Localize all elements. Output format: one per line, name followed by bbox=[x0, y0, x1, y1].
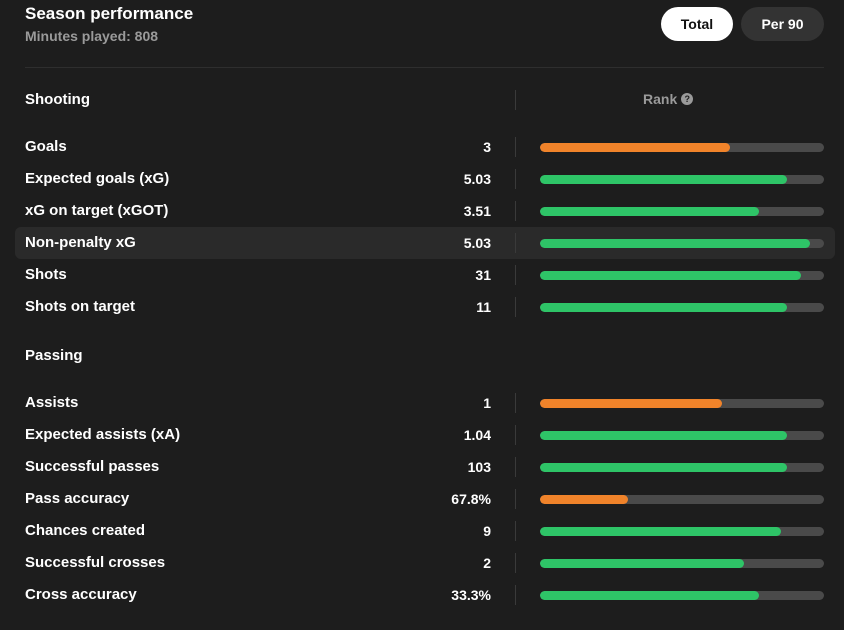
rank-bar bbox=[540, 399, 824, 408]
stat-value: 9 bbox=[483, 523, 491, 539]
stat-row[interactable]: Expected goals (xG) 5.03 bbox=[15, 163, 835, 195]
stat-row[interactable]: Assists 1 bbox=[15, 387, 835, 419]
rank-bar bbox=[540, 495, 824, 504]
stat-row[interactable]: Shots 31 bbox=[15, 259, 835, 291]
rank-bar bbox=[540, 207, 824, 216]
rank-header: Rank ? bbox=[643, 91, 694, 107]
stat-value: 5.03 bbox=[463, 235, 491, 251]
stat-value: 67.8% bbox=[451, 491, 491, 507]
row-divider bbox=[515, 393, 516, 413]
stat-value: 5.03 bbox=[463, 171, 491, 187]
row-divider bbox=[515, 169, 516, 189]
stat-row[interactable]: xG on target (xGOT) 3.51 bbox=[15, 195, 835, 227]
stat-row[interactable]: Cross accuracy 33.3% bbox=[15, 579, 835, 611]
page-title: Season performance bbox=[25, 4, 194, 23]
stat-label: Non-penalty xG bbox=[25, 234, 136, 251]
rank-bar-fill bbox=[540, 143, 731, 152]
column-divider bbox=[515, 90, 516, 110]
row-divider bbox=[515, 137, 516, 157]
rank-bar-fill bbox=[540, 239, 810, 248]
stat-label: Expected assists (xA) bbox=[25, 426, 181, 443]
rank-bar-fill bbox=[540, 495, 629, 504]
rank-bar-fill bbox=[540, 463, 788, 472]
rank-bar-fill bbox=[540, 303, 788, 312]
rank-bar bbox=[540, 431, 824, 440]
stat-value: 31 bbox=[475, 267, 491, 283]
stat-label: Shots bbox=[25, 266, 67, 283]
row-divider bbox=[515, 233, 516, 253]
rank-bar bbox=[540, 239, 824, 248]
rank-bar-fill bbox=[540, 527, 782, 536]
stat-label: xG on target (xGOT) bbox=[25, 202, 169, 219]
stat-row[interactable]: Shots on target 11 bbox=[15, 291, 835, 323]
minutes-played: Minutes played: 808 bbox=[25, 28, 159, 44]
rank-bar bbox=[540, 303, 824, 312]
row-divider bbox=[515, 201, 516, 221]
rank-bar-fill bbox=[540, 431, 788, 440]
rank-bar-fill bbox=[540, 207, 759, 216]
rank-bar-fill bbox=[540, 559, 745, 568]
row-divider bbox=[515, 425, 516, 445]
row-divider bbox=[515, 553, 516, 573]
stat-label: Successful crosses bbox=[25, 554, 166, 571]
stat-label: Successful passes bbox=[25, 458, 160, 475]
stat-value: 3 bbox=[483, 139, 491, 155]
row-divider bbox=[515, 265, 516, 285]
stat-value: 11 bbox=[476, 299, 491, 315]
rank-bar bbox=[540, 463, 824, 472]
stat-value: 33.3% bbox=[451, 587, 491, 603]
rank-bar bbox=[540, 175, 824, 184]
rank-bar bbox=[540, 559, 824, 568]
header-divider bbox=[25, 67, 824, 68]
total-toggle-button[interactable]: Total bbox=[661, 7, 733, 41]
stat-label: Expected goals (xG) bbox=[25, 170, 170, 187]
stat-label: Chances created bbox=[25, 522, 146, 539]
rank-bar bbox=[540, 591, 824, 600]
rank-bar bbox=[540, 143, 824, 152]
row-divider bbox=[515, 297, 516, 317]
stat-label: Assists bbox=[25, 394, 79, 411]
stat-row[interactable]: Goals 3 bbox=[15, 131, 835, 163]
rank-bar bbox=[540, 271, 824, 280]
row-divider bbox=[515, 457, 516, 477]
help-icon[interactable]: ? bbox=[681, 93, 694, 105]
stat-value: 1 bbox=[483, 395, 491, 411]
stat-row[interactable]: Successful passes 103 bbox=[15, 451, 835, 483]
stat-row[interactable]: Expected assists (xA) 1.04 bbox=[15, 419, 835, 451]
stat-label: Pass accuracy bbox=[25, 490, 130, 507]
rank-bar-fill bbox=[540, 591, 759, 600]
section-title-shooting: Shooting bbox=[25, 91, 90, 108]
section-title-passing: Passing bbox=[25, 347, 83, 364]
stat-label: Shots on target bbox=[25, 298, 136, 315]
stat-value: 103 bbox=[467, 459, 491, 475]
rank-bar bbox=[540, 527, 824, 536]
stat-row[interactable]: Chances created 9 bbox=[15, 515, 835, 547]
stat-value: 1.04 bbox=[463, 427, 491, 443]
stat-row[interactable]: Successful crosses 2 bbox=[15, 547, 835, 579]
row-divider bbox=[515, 585, 516, 605]
stat-row[interactable]: Non-penalty xG 5.03 bbox=[15, 227, 835, 259]
stat-row[interactable]: Pass accuracy 67.8% bbox=[15, 483, 835, 515]
stat-value: 2 bbox=[483, 555, 491, 571]
rank-bar-fill bbox=[540, 175, 788, 184]
rank-bar-fill bbox=[540, 399, 722, 408]
stat-label: Cross accuracy bbox=[25, 586, 137, 603]
stat-label: Goals bbox=[25, 138, 67, 155]
row-divider bbox=[515, 521, 516, 541]
stat-value: 3.51 bbox=[463, 203, 491, 219]
per90-toggle-button[interactable]: Per 90 bbox=[741, 7, 824, 41]
rank-label: Rank bbox=[643, 91, 678, 107]
rank-bar-fill bbox=[540, 271, 802, 280]
row-divider bbox=[515, 489, 516, 509]
